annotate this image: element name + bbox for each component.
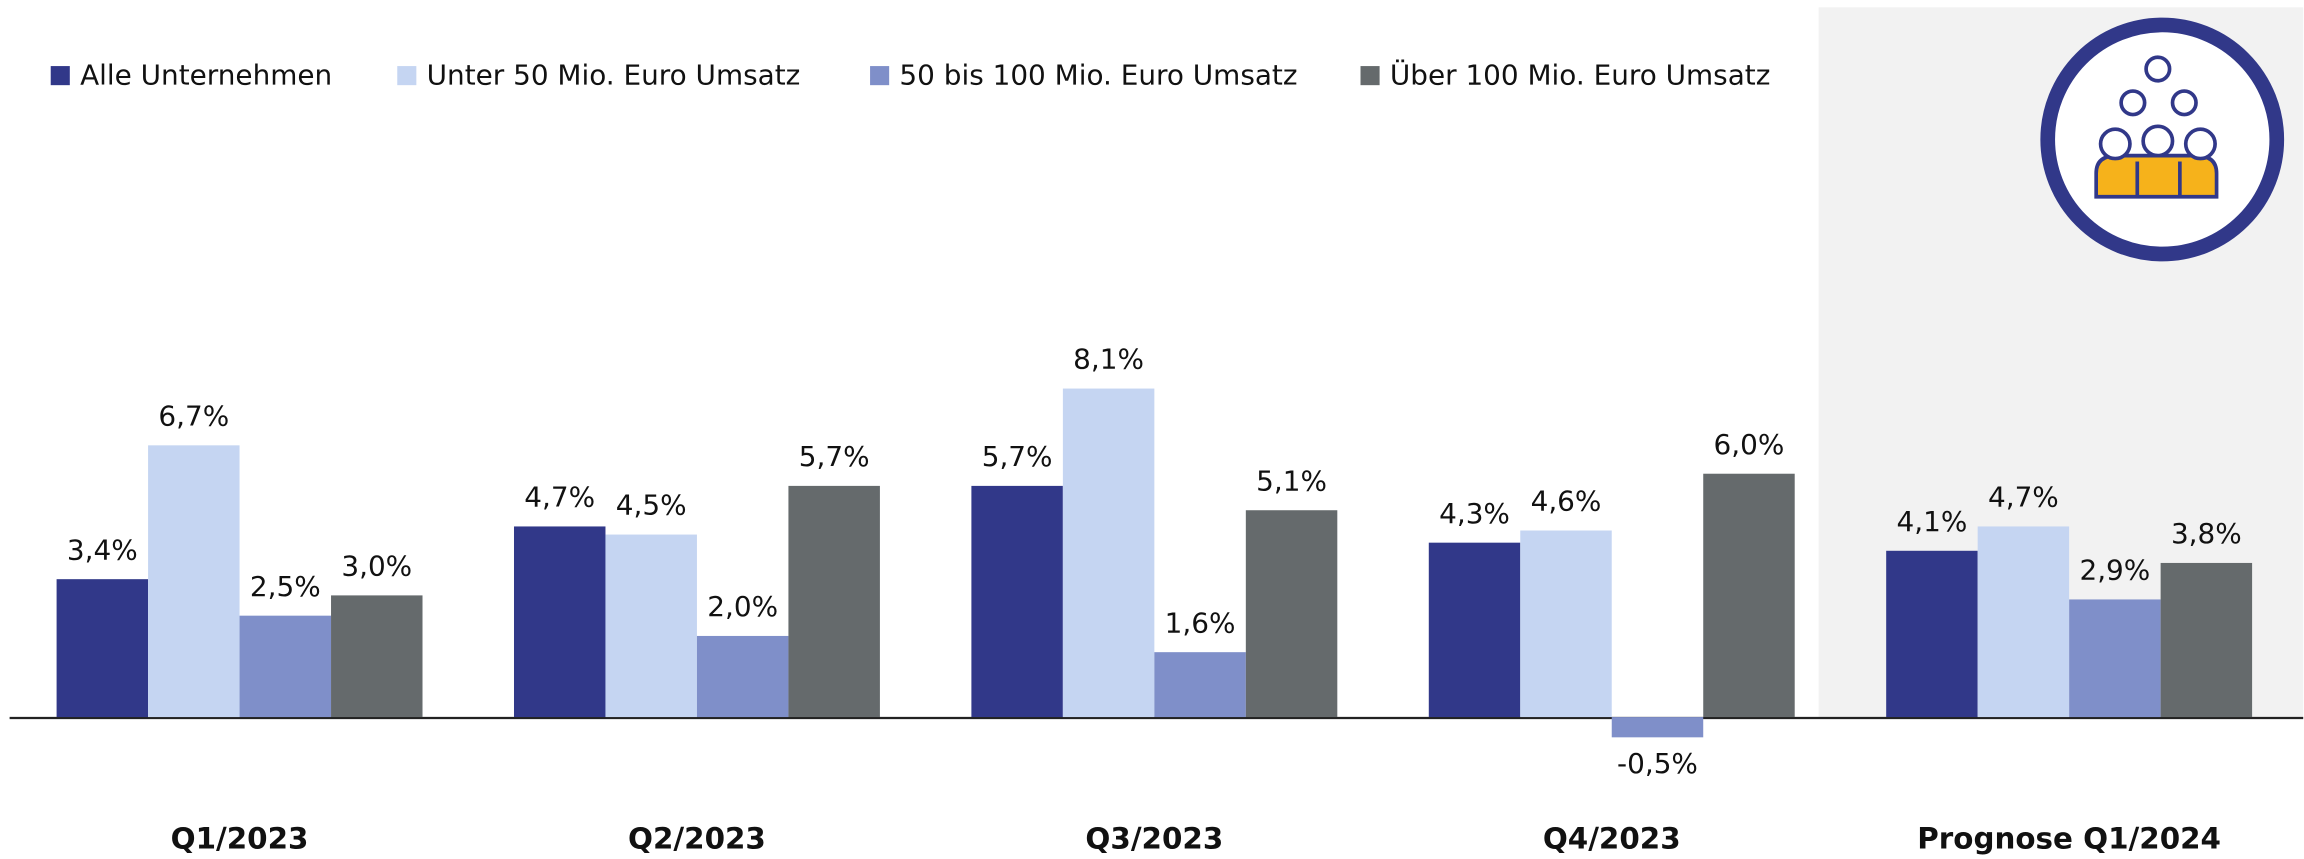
bar [2069,599,2161,718]
bar [148,445,240,718]
legend-label: Über 100 Mio. Euro Umsatz [1390,57,1770,91]
legend-swatch [50,66,70,86]
data-label: 4,7% [1988,481,2059,514]
data-label: 8,1% [1073,343,1144,376]
bar [56,579,149,718]
data-label: 2,5% [250,570,321,603]
icon [2040,17,2285,262]
bar [513,526,606,718]
bar [1886,550,1978,718]
bar [1611,717,1704,738]
data-label: 3,0% [341,549,412,582]
data-label: 4,3% [1439,497,1510,530]
data-label: 3,8% [2171,517,2242,550]
bar [1154,652,1246,718]
data-label: 4,7% [524,481,595,514]
bar [1977,526,2070,718]
bar [971,485,1063,718]
data-label: -0,5% [1617,747,1698,780]
bar [1245,510,1338,718]
bar [605,534,697,718]
legend-label: Alle Unternehmen [80,58,332,91]
data-label: 5,1% [1256,464,1327,497]
data-label: 6,0% [1714,428,1785,461]
legend-swatch [397,66,417,86]
data-label: 5,7% [982,440,1053,473]
data-label: 2,0% [707,590,778,623]
data-label: 4,6% [1531,485,1602,518]
data-label: 3,4% [67,533,138,566]
bar [239,615,332,718]
bar [331,595,423,718]
bar [1703,473,1795,718]
x-tick-label: Q3/2023 [1085,821,1223,855]
x-tick-label: Q1/2023 [171,821,309,855]
bar [2160,562,2253,718]
legend-swatch [870,66,890,86]
x-tick-label: Prognose Q1/2024 [1917,821,2221,855]
x-tick-label: Q4/2023 [1543,821,1681,855]
data-label: 6,7% [158,399,229,432]
legend-swatch [1360,66,1380,86]
bar [1520,530,1612,718]
data-label: 1,6% [1165,606,1236,639]
data-label: 5,7% [799,440,870,473]
legend-label: 50 bis 100 Mio. Euro Umsatz [899,58,1297,91]
data-label: 4,5% [616,489,687,522]
legend-label: Unter 50 Mio. Euro Umsatz [427,58,801,91]
bar [696,635,789,718]
data-label: 4,1% [1897,505,1968,538]
bar [1428,542,1521,718]
bar [788,485,880,718]
bar [1062,388,1155,718]
data-label: 2,9% [2079,554,2150,587]
x-tick-label: Q2/2023 [628,821,766,855]
